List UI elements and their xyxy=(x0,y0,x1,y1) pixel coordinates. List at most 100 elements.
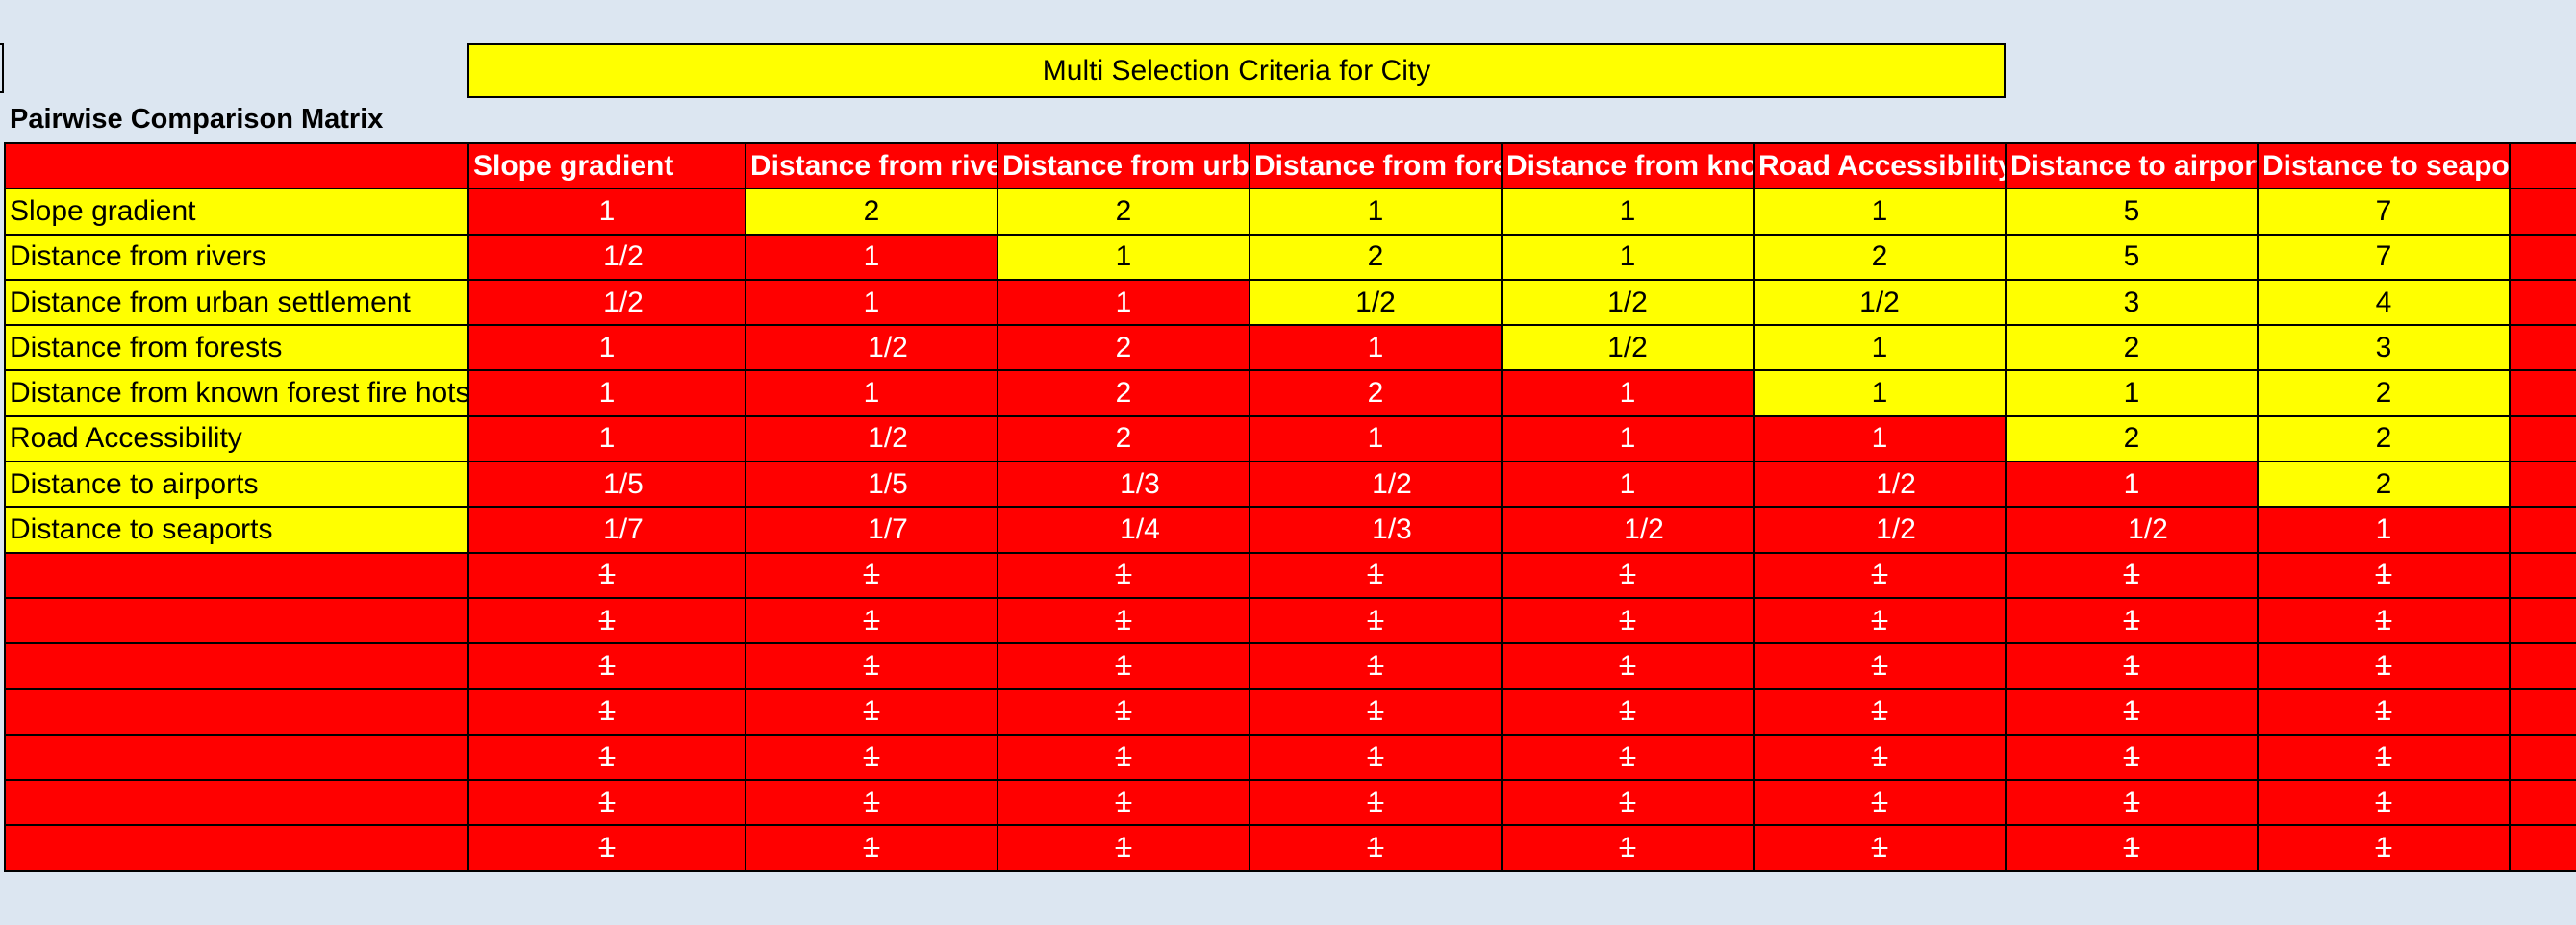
column-header[interactable]: Distance to seaports xyxy=(2259,144,2511,190)
matrix-cell[interactable]: 1/2 xyxy=(469,235,746,281)
matrix-cell[interactable]: 2 xyxy=(1250,371,1503,417)
matrix-cell[interactable]: 2 xyxy=(2259,416,2511,463)
matrix-cell[interactable]: 1 xyxy=(998,735,1250,782)
matrix-cell[interactable]: 1 xyxy=(1250,553,1503,599)
filler-cell[interactable] xyxy=(2511,689,2576,736)
matrix-cell[interactable]: 7 xyxy=(2259,235,2511,281)
row-label[interactable] xyxy=(6,553,469,599)
row-label[interactable]: Distance from forests xyxy=(6,326,469,372)
matrix-cell[interactable]: 1 xyxy=(1503,781,1755,827)
matrix-cell[interactable]: 1 xyxy=(1755,326,2007,372)
matrix-cell[interactable]: 1/2 xyxy=(1503,326,1755,372)
matrix-cell[interactable]: 1 xyxy=(2007,826,2259,872)
matrix-cell[interactable]: 1/2 xyxy=(1755,508,2007,554)
matrix-cell[interactable]: 1 xyxy=(2007,644,2259,690)
matrix-cell[interactable]: 1 xyxy=(2007,553,2259,599)
matrix-cell[interactable]: 1 xyxy=(469,689,746,736)
matrix-cell[interactable]: 2 xyxy=(998,416,1250,463)
matrix-cell[interactable]: 2 xyxy=(2007,416,2259,463)
matrix-cell[interactable]: 1 xyxy=(2007,781,2259,827)
filler-cell[interactable] xyxy=(2511,280,2576,327)
column-header[interactable]: Distance from rivers xyxy=(746,144,998,190)
matrix-cell[interactable]: 1 xyxy=(1755,371,2007,417)
matrix-cell[interactable]: 1/2 xyxy=(1250,462,1503,509)
matrix-cell[interactable]: 1/3 xyxy=(1250,508,1503,554)
matrix-cell[interactable]: 5 xyxy=(2007,235,2259,281)
row-label[interactable]: Road Accessibility xyxy=(6,416,469,463)
matrix-cell[interactable]: 1 xyxy=(746,598,998,645)
matrix-cell[interactable]: 1 xyxy=(1503,371,1755,417)
matrix-cell[interactable]: 1 xyxy=(746,781,998,827)
matrix-cell[interactable]: 1 xyxy=(746,644,998,690)
matrix-cell[interactable]: 1 xyxy=(1503,598,1755,645)
matrix-cell[interactable]: 1 xyxy=(2007,598,2259,645)
matrix-cell[interactable]: 1 xyxy=(2259,735,2511,782)
matrix-cell[interactable]: 1/5 xyxy=(746,462,998,509)
row-label[interactable] xyxy=(6,735,469,782)
matrix-cell[interactable]: 1 xyxy=(1250,735,1503,782)
filler-cell[interactable] xyxy=(2511,735,2576,782)
row-label[interactable]: Distance to airports xyxy=(6,462,469,509)
filler-cell[interactable] xyxy=(2511,189,2576,236)
matrix-cell[interactable]: 1 xyxy=(1503,235,1755,281)
matrix-cell[interactable]: 1 xyxy=(1503,644,1755,690)
matrix-cell[interactable]: 2 xyxy=(2259,462,2511,509)
matrix-cell[interactable]: 1 xyxy=(469,326,746,372)
matrix-cell[interactable]: 3 xyxy=(2259,326,2511,372)
matrix-cell[interactable]: 1 xyxy=(998,826,1250,872)
column-header[interactable]: Distance from forests xyxy=(1250,144,1503,190)
matrix-cell[interactable]: 1 xyxy=(1503,735,1755,782)
matrix-cell[interactable]: 1 xyxy=(746,553,998,599)
row-label[interactable]: Distance from rivers xyxy=(6,235,469,281)
matrix-cell[interactable]: 1 xyxy=(2259,598,2511,645)
filler-cell[interactable] xyxy=(2511,235,2576,281)
matrix-cell[interactable]: 1 xyxy=(1250,598,1503,645)
matrix-cell[interactable]: 1 xyxy=(469,826,746,872)
matrix-cell[interactable]: 1 xyxy=(1503,462,1755,509)
matrix-cell[interactable]: 1 xyxy=(1755,826,2007,872)
filler-cell[interactable] xyxy=(2511,416,2576,463)
matrix-cell[interactable]: 1 xyxy=(1250,644,1503,690)
matrix-cell[interactable]: 1 xyxy=(2007,462,2259,509)
row-label[interactable]: Distance to seaports xyxy=(6,508,469,554)
column-header[interactable]: Distance to airports xyxy=(2007,144,2259,190)
filler-cell[interactable] xyxy=(2511,462,2576,509)
matrix-cell[interactable]: 1 xyxy=(1503,689,1755,736)
matrix-cell[interactable]: 1/2 xyxy=(746,416,998,463)
matrix-cell[interactable]: 1 xyxy=(469,644,746,690)
filler-cell[interactable] xyxy=(2511,781,2576,827)
filler-cell[interactable] xyxy=(2511,371,2576,417)
matrix-cell[interactable]: 1 xyxy=(998,598,1250,645)
matrix-cell[interactable]: 1 xyxy=(746,235,998,281)
matrix-cell[interactable]: 1 xyxy=(469,371,746,417)
matrix-cell[interactable]: 1 xyxy=(998,781,1250,827)
row-label[interactable] xyxy=(6,644,469,690)
matrix-cell[interactable]: 1/4 xyxy=(998,508,1250,554)
column-header[interactable]: Road Accessibility xyxy=(1755,144,2007,190)
matrix-cell[interactable]: 1 xyxy=(2259,508,2511,554)
matrix-cell[interactable]: 1 xyxy=(1250,781,1503,827)
matrix-cell[interactable]: 1 xyxy=(2007,735,2259,782)
matrix-cell[interactable]: 1/2 xyxy=(1503,508,1755,554)
matrix-cell[interactable]: 1 xyxy=(1755,689,2007,736)
filler-cell[interactable] xyxy=(2511,326,2576,372)
matrix-cell[interactable]: 2 xyxy=(1755,235,2007,281)
matrix-cell[interactable]: 1/3 xyxy=(998,462,1250,509)
matrix-cell[interactable]: 1 xyxy=(1250,326,1503,372)
row-label[interactable] xyxy=(6,781,469,827)
matrix-cell[interactable]: 1 xyxy=(1250,689,1503,736)
matrix-cell[interactable]: 1/7 xyxy=(469,508,746,554)
matrix-cell[interactable]: 1 xyxy=(746,735,998,782)
matrix-cell[interactable]: 2 xyxy=(2007,326,2259,372)
matrix-cell[interactable]: 1 xyxy=(1250,826,1503,872)
matrix-cell[interactable]: 1/5 xyxy=(469,462,746,509)
matrix-cell[interactable]: 1 xyxy=(1250,189,1503,236)
column-header[interactable]: Distance from known forest fire hotspots xyxy=(1503,144,1755,190)
filler-cell[interactable] xyxy=(2511,598,2576,645)
matrix-cell[interactable]: 1 xyxy=(2259,781,2511,827)
matrix-cell[interactable]: 2 xyxy=(998,189,1250,236)
matrix-cell[interactable]: 1 xyxy=(998,235,1250,281)
matrix-cell[interactable]: 1/2 xyxy=(1250,280,1503,327)
matrix-cell[interactable]: 7 xyxy=(2259,189,2511,236)
row-label[interactable] xyxy=(6,689,469,736)
